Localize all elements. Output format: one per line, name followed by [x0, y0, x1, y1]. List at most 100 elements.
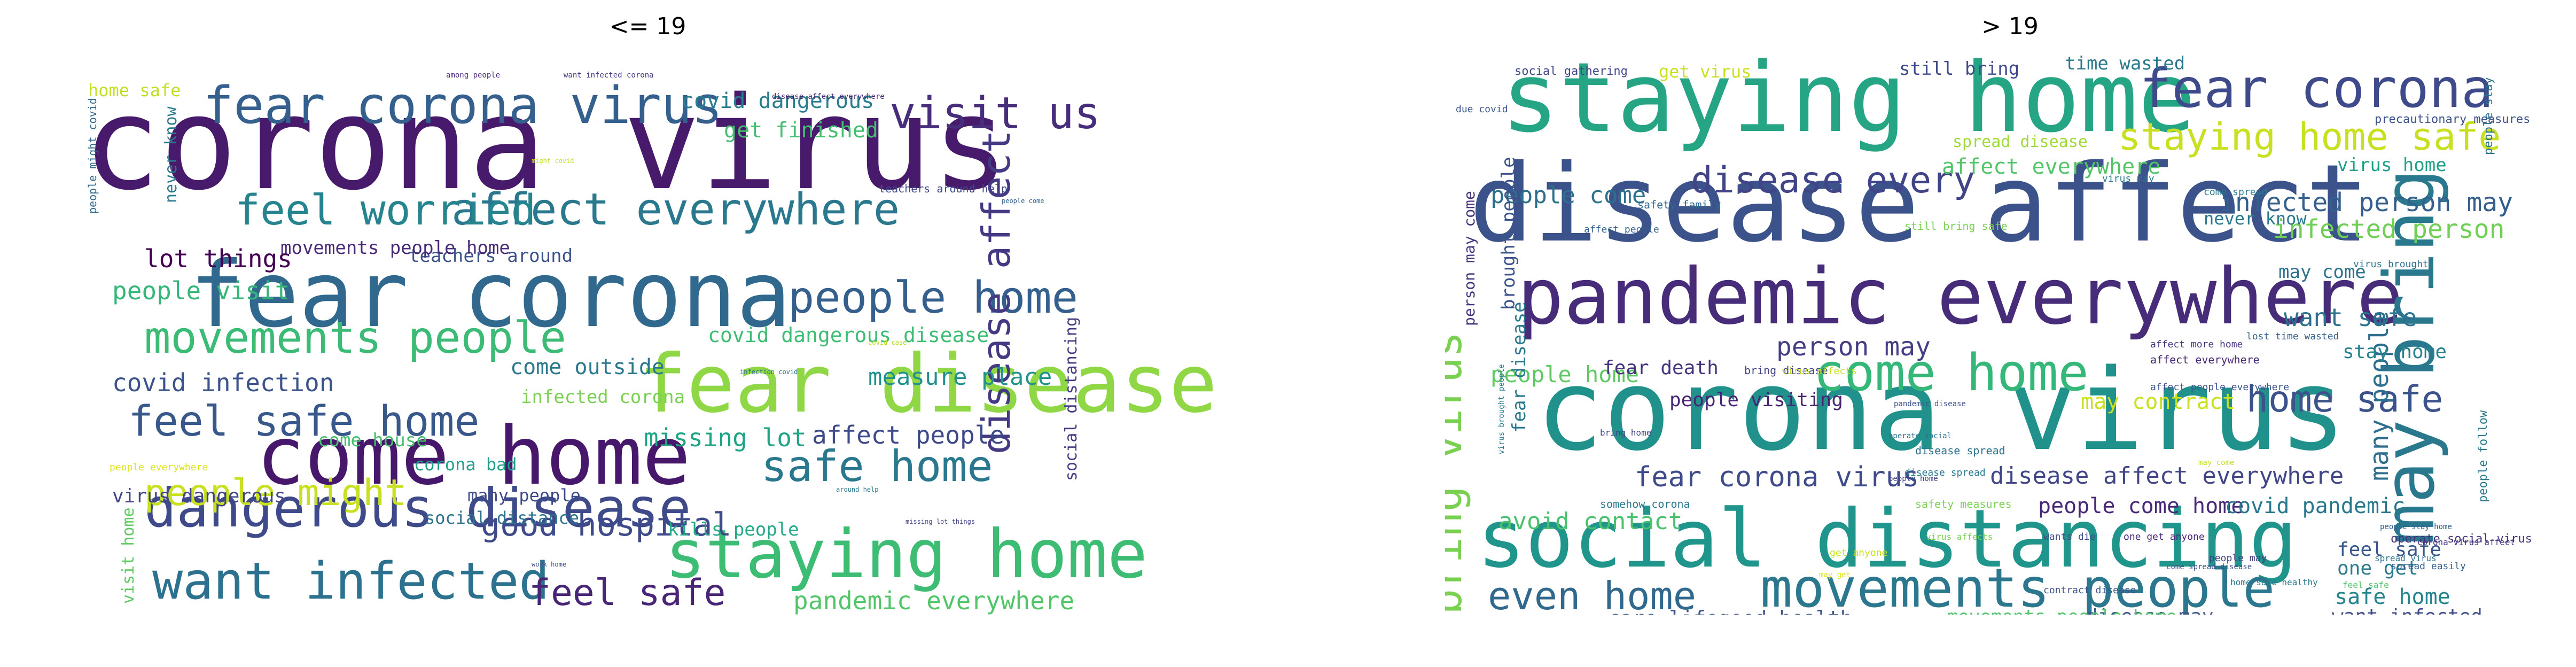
word-get-finished: get finished	[724, 118, 878, 143]
word-come-spread-disease: come spread disease	[2166, 563, 2252, 571]
word-fear-corona: fear corona	[2140, 57, 2493, 120]
word-staying-home: staying home	[665, 516, 1148, 593]
word-infected-person: infected person	[2273, 214, 2504, 244]
word-people-may: people may	[2209, 553, 2267, 564]
word-disease-may: disease may	[2086, 606, 2213, 615]
word-social-distancing: social distancing	[1062, 317, 1081, 481]
word-bring-home: bring home	[1600, 428, 1651, 438]
word-still-bring: still bring	[1899, 58, 2019, 80]
word-come-spread: come spread	[2204, 187, 2267, 198]
word-affect-more-home: affect more home	[2150, 339, 2243, 350]
word-virus-dangerous: virus dangerous	[112, 485, 286, 507]
word-want-infected: want infected	[152, 552, 550, 611]
word-want-infected: want infected	[2332, 606, 2483, 615]
word-care-lifegood-health: care lifegood health	[1608, 607, 1853, 615]
word-people-might: people might	[144, 472, 407, 514]
word-virus-brought: virus brought	[2353, 259, 2429, 270]
word-social-gathering: social gathering	[1515, 65, 1628, 78]
word-disease-every: disease every	[1691, 159, 1975, 201]
wordcloud-left: corona virus fear corona fear disease come …	[83, 48, 1213, 615]
word-feel-safe: feel safe	[2337, 539, 2441, 561]
word-corona-virus-affect: corona virus affect	[2417, 537, 2515, 547]
word-get-anyone: get anyone	[1830, 547, 1887, 559]
word-people-come: people come	[1002, 197, 1044, 205]
word-even-home: even home	[1488, 573, 1696, 615]
word-pandemic-everywhere: pandemic everywhere	[1517, 252, 2403, 342]
word-stay-home: stay home	[2343, 341, 2447, 363]
word-people-stay: people stay	[2482, 77, 2495, 155]
word-people-might-covid: people might covid	[86, 98, 99, 214]
word-fear-corona: fear corona	[190, 242, 791, 348]
word-operate-social: operate social	[1888, 432, 1951, 440]
word-home-safe-healthy: home safe healthy	[2230, 577, 2318, 587]
word-feel-worried: feel worried	[235, 187, 536, 235]
word-people-visit: people visit	[112, 276, 290, 305]
word-people-follow: people follow	[2477, 410, 2490, 502]
word-might-covid: might covid	[532, 157, 574, 165]
word-covid-infection: covid infection	[112, 368, 334, 397]
word-bring-virus: bring virus	[1445, 331, 1471, 615]
word-affect-people-everywhere: affect people everywhere	[2150, 382, 2289, 393]
word-pandemic-disease: pandemic disease	[1894, 400, 1966, 408]
word-never-know: never know	[2204, 208, 2307, 229]
word-lost-time-wasted: lost time wasted	[2246, 331, 2339, 342]
word-feel-safe-home: feel safe home	[128, 398, 479, 446]
word-people-come-home: people come home	[2038, 494, 2244, 518]
word-movements-people: movements people	[144, 313, 566, 363]
word-virus-affects: virus affects	[1782, 366, 1857, 377]
word-wants-die: wants die	[2043, 531, 2096, 542]
word-contract-disease: contract disease	[2043, 585, 2136, 596]
word-want-safe: want safe	[2284, 303, 2417, 332]
word-affect-people: affect people	[812, 421, 1004, 449]
word-brought-people: brought people	[1498, 157, 1519, 310]
word-movements-people: movements people	[1760, 557, 2275, 615]
word-somehow-corona: somehow corona	[1600, 498, 1690, 510]
word-disease-affect-everywhere: disease affect everywhere	[1990, 462, 2344, 490]
word-corona-bad: corona bad	[414, 454, 517, 475]
word-disease-spread: disease spread	[1915, 444, 2005, 457]
word-precautionary-measures: precautionary measures	[2375, 113, 2530, 126]
word-feel-safe: feel safe	[2343, 580, 2389, 590]
word-teachers-around-help: teachers around help	[879, 182, 1008, 195]
word-staying-home-safe: staying home safe	[2118, 115, 2501, 159]
word-disease-affect-everywhere: disease affect everywhere	[772, 92, 885, 101]
word-one-get: one get	[2337, 557, 2418, 579]
word-come-home: come home	[1814, 344, 2089, 402]
word-covid-pandemic: covid pandemic	[2225, 494, 2405, 518]
word-movements-people-home: movements people home	[280, 237, 510, 259]
word-affect-people: affect people	[1584, 224, 1659, 235]
word-person-may-come: person may come	[1461, 191, 1478, 326]
word-virus-home: virus home	[2337, 154, 2447, 176]
word-due-covid: due covid	[1456, 104, 1508, 115]
word-infected-person-may: infected person may	[2220, 188, 2513, 218]
word-fear-death: fear death	[1603, 357, 1719, 379]
word-staying-home: staying home	[1501, 48, 2196, 154]
word-affect-everywhere: affect everywhere	[1942, 154, 2160, 179]
word-social-distance: social distance	[425, 508, 579, 528]
word-get-virus: get virus	[1659, 61, 1751, 82]
panel-title-right: > 19	[1981, 13, 2039, 40]
word-affect-everywhere: affect everywhere	[2150, 353, 2260, 366]
word-measure-place: measure place	[868, 363, 1052, 391]
word-many-people: many people	[2364, 311, 2394, 481]
word-may-bring: may bring	[2369, 169, 2450, 545]
word-covid-case: covid case	[868, 339, 907, 346]
word-covid-dangerous: covid dangerous	[681, 89, 874, 113]
word-person-may: person may	[1776, 332, 1931, 362]
word-people-everywhere: people everywhere	[110, 462, 208, 473]
word-avoid-contact: avoid contact	[1498, 508, 1682, 535]
word-fear-corona-virus: fear corona virus	[203, 76, 722, 135]
word-many-people: many people	[467, 485, 581, 506]
word-kills-people: kills people	[668, 519, 799, 540]
word-feel-safe: feel safe	[529, 572, 725, 614]
word-missing-lot-things: missing lot things	[905, 518, 975, 525]
word-missing-lot: missing lot	[644, 423, 807, 452]
word-disease-affect: disease affect	[974, 130, 1019, 454]
wordcloud-right: corona virus disease affect staying home pa…	[1445, 48, 2575, 615]
word-operate-social-virus: operate social virus	[2391, 532, 2532, 546]
word-spread-disease: spread disease	[1953, 133, 2088, 151]
word-still-bring-safe: still bring safe	[1904, 220, 2008, 232]
word-time-wasted: time wasted	[2065, 53, 2185, 74]
